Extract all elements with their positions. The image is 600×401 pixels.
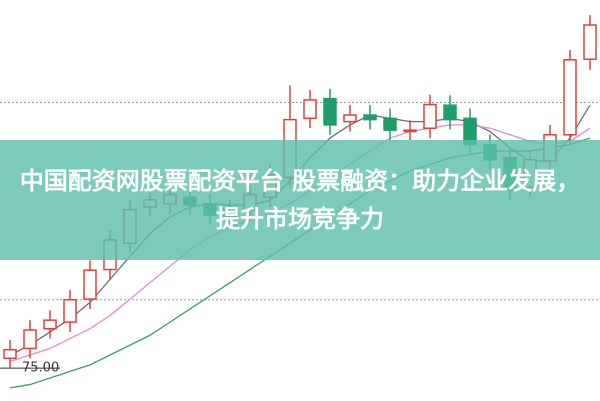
candle-body xyxy=(583,24,597,60)
candle-body xyxy=(363,114,377,121)
candle-body xyxy=(43,319,57,330)
candle-body xyxy=(563,59,577,136)
candle-body xyxy=(323,97,337,126)
candle-body xyxy=(83,269,97,300)
candle-body xyxy=(443,104,457,121)
candle-body xyxy=(423,103,437,129)
candle-body xyxy=(383,117,397,131)
banner: 中国配资网股票配资平台 股票融资：助力企业发展，提升市场竞争力 xyxy=(0,140,600,260)
candle-body xyxy=(343,114,357,123)
candle-body xyxy=(23,329,37,350)
candle-body xyxy=(63,299,77,323)
y-tick-label: 75.00 xyxy=(22,361,59,376)
candle-body xyxy=(403,129,417,133)
candle-body xyxy=(3,348,17,360)
candle-body xyxy=(303,99,317,120)
banner-title: 中国配资网股票配资平台 股票融资：助力企业发展，提升市场竞争力 xyxy=(19,167,581,233)
